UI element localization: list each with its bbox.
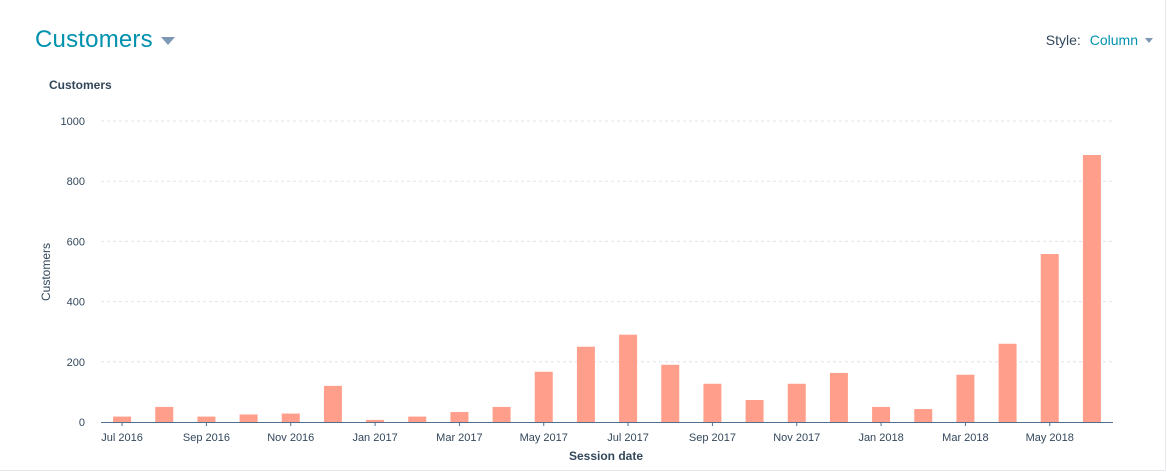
grid-lines — [101, 120, 1113, 363]
bar — [197, 416, 216, 422]
x-tick-label: Nov 2017 — [773, 432, 820, 444]
bar — [576, 346, 595, 422]
y-tick-label: 1000 — [61, 116, 85, 128]
style-label: Style: — [1045, 32, 1081, 48]
y-axis-title: Customers — [39, 243, 53, 301]
bar — [492, 406, 511, 422]
bar — [408, 416, 427, 422]
bar — [914, 409, 933, 422]
y-tick-label: 0 — [79, 417, 85, 429]
x-tick-label: Sep 2017 — [689, 432, 736, 444]
y-tick-label: 600 — [67, 236, 85, 248]
bar — [281, 413, 300, 422]
bar — [703, 383, 722, 422]
bar — [787, 383, 806, 422]
report-title-dropdown[interactable]: Customers — [35, 24, 175, 56]
bar — [534, 371, 553, 422]
x-tick-label: May 2018 — [1026, 432, 1074, 444]
report-title: Customers — [35, 26, 153, 53]
chart-heading: Customers — [49, 78, 112, 92]
x-axis-title: Session date — [569, 449, 643, 463]
x-tick-label: Nov 2016 — [267, 432, 314, 444]
bar — [829, 372, 848, 422]
bar — [239, 414, 258, 422]
caret-down-icon — [160, 37, 175, 45]
x-tick-label: Sep 2016 — [183, 432, 230, 444]
x-tick-label: May 2017 — [520, 432, 568, 444]
bar — [1040, 254, 1059, 422]
bar — [366, 419, 385, 422]
style-value: Column — [1089, 32, 1138, 48]
x-tick-label: Jul 2016 — [101, 432, 143, 444]
axes: 0 200 400 600 800 1000 Jul 2016 Sep 2016 Nov 201… — [61, 116, 1113, 444]
bar — [113, 416, 132, 422]
bar — [1082, 155, 1101, 422]
y-tick-label: 400 — [67, 297, 85, 309]
x-tick-label: Mar 2017 — [436, 432, 482, 444]
bar — [323, 385, 342, 422]
caret-down-icon — [1145, 38, 1153, 43]
bar — [450, 412, 469, 422]
bar — [872, 406, 891, 422]
x-tick-label: Jul 2017 — [607, 432, 649, 444]
x-tick-label: Jan 2018 — [858, 432, 903, 444]
style-control: Style: Column — [1046, 32, 1153, 48]
y-tick-label: 200 — [67, 357, 85, 369]
bar — [998, 343, 1017, 422]
bars — [113, 155, 1101, 422]
bar — [956, 374, 975, 422]
x-tick-label: Jan 2017 — [352, 432, 397, 444]
style-dropdown[interactable]: Column — [1090, 32, 1153, 48]
bar — [661, 364, 680, 422]
bar — [745, 400, 764, 422]
bar — [155, 406, 174, 422]
x-tick-label: Mar 2018 — [942, 432, 988, 444]
bar — [619, 334, 638, 422]
y-tick-label: 800 — [67, 176, 85, 188]
